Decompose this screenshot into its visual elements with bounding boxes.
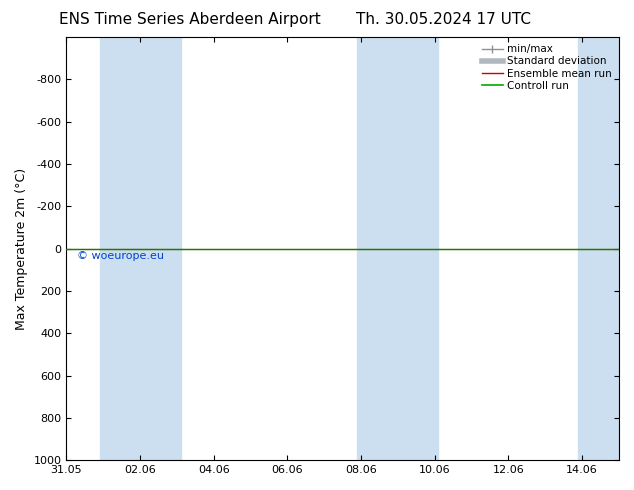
Text: ENS Time Series Aberdeen Airport: ENS Time Series Aberdeen Airport (60, 12, 321, 27)
Bar (578, 37, 634, 460)
Bar (100, 37, 181, 460)
Legend: min/max, Standard deviation, Ensemble mean run, Controll run: min/max, Standard deviation, Ensemble me… (480, 42, 614, 93)
Bar (358, 37, 439, 460)
Text: Th. 30.05.2024 17 UTC: Th. 30.05.2024 17 UTC (356, 12, 531, 27)
Text: © woeurope.eu: © woeurope.eu (77, 251, 164, 261)
Y-axis label: Max Temperature 2m (°C): Max Temperature 2m (°C) (15, 168, 28, 330)
